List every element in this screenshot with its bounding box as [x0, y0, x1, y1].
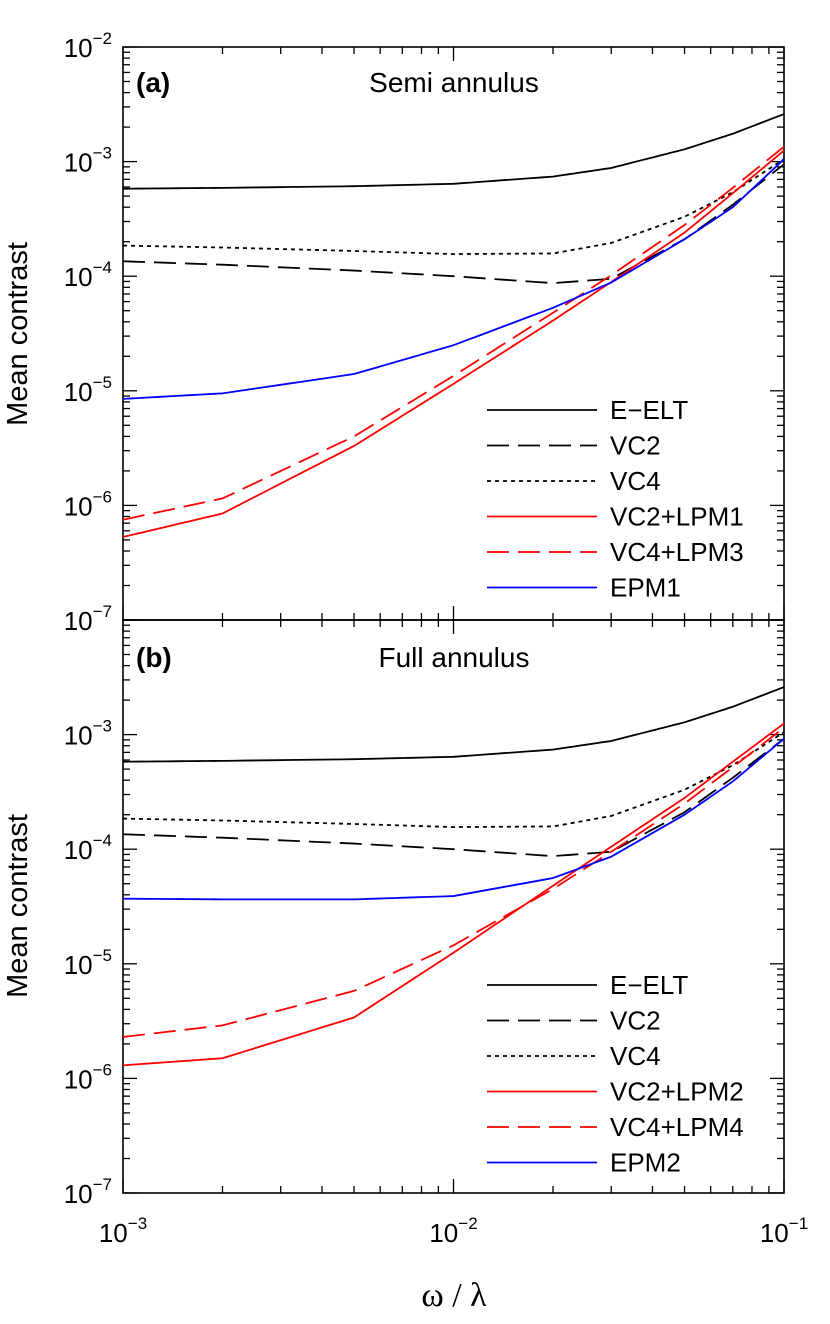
y-tick-label: 10−7: [64, 1175, 112, 1209]
y-tick-label: 10−3: [64, 144, 112, 178]
panel-a-ticks: [122, 46, 785, 621]
panel-a-plot-area: [122, 46, 785, 621]
panel-b-y-axis-label: Mean contrast: [2, 814, 34, 998]
x-tick-label: 10−3: [99, 1214, 147, 1248]
legend-label: VC4: [610, 1041, 661, 1071]
y-tick-label: 10−4: [64, 258, 112, 292]
y-tick-label: 10−4: [64, 831, 112, 865]
series-line-vc2: [122, 738, 785, 858]
legend-label: EPM1: [610, 573, 681, 603]
legend-label: VC4: [610, 466, 661, 496]
panel-b-series: [122, 686, 785, 1067]
series-line-vc4-lpm3: [122, 145, 785, 521]
panel-b-plot-area: [122, 619, 785, 1194]
y-tick-label: 10−5: [64, 373, 112, 407]
legend-label: VC2+LPM1: [610, 502, 744, 532]
panel-b-y-tick-labels: 10−7 10−6 10−5 10−4 10−3: [64, 717, 112, 1209]
panel-b-title: Full annulus: [379, 642, 530, 673]
legend-label: VC2: [610, 1006, 661, 1036]
legend-label: EPM2: [610, 1148, 681, 1178]
panel-b-ticks: [122, 619, 785, 1194]
panel-a-y-axis-label: Mean contrast: [2, 242, 34, 426]
y-tick-label: 10−3: [64, 717, 112, 751]
series-line-epm2: [122, 738, 785, 901]
y-tick-label: 10−6: [64, 1060, 112, 1094]
legend-label: VC2+LPM2: [610, 1077, 744, 1107]
series-line-epm1: [122, 158, 785, 400]
panel-a-label: (a): [136, 67, 170, 98]
series-line-e-elt: [122, 686, 785, 763]
panel-a-legend: E−ELT VC2 VC4 VC2+LPM1 VC4+LPM3 EPM1: [487, 395, 744, 603]
series-line-e-elt: [122, 113, 785, 190]
legend-label: E−ELT: [610, 395, 688, 425]
legend-label: E−ELT: [610, 970, 688, 1000]
y-tick-label: 10−7: [64, 602, 112, 636]
panel-a-y-tick-labels: 10−7 10−6 10−5 10−4 10−3 10−2: [64, 29, 112, 636]
panel-a-title: Semi annulus: [369, 67, 539, 98]
x-tick-label: 10−1: [760, 1214, 808, 1248]
panel-a: (a) Semi annulus 10−710−610−510−410−310−…: [2, 29, 785, 636]
y-tick-label: 10−5: [64, 946, 112, 980]
y-tick-label: 10−6: [64, 487, 112, 521]
legend-label: VC2: [610, 431, 661, 461]
x-tick-label: 10−2: [429, 1214, 477, 1248]
series-line-vc4: [122, 158, 785, 255]
panel-b: (b) Full annulus 10−7 10−6 10−5 10−4 10−3 Me…: [2, 619, 808, 1248]
x-axis-label: ω / λ: [421, 1277, 487, 1314]
legend-label: VC4+LPM3: [610, 537, 744, 567]
panel-a-series: [122, 113, 785, 538]
series-line-vc2: [122, 163, 785, 285]
series-line-vc2-lpm1: [122, 149, 785, 538]
legend-label: VC4+LPM4: [610, 1112, 744, 1142]
series-line-vc4-lpm4: [122, 726, 785, 1038]
y-tick-label: 10−2: [64, 29, 112, 63]
panel-b-label: (b): [136, 642, 172, 673]
x-tick-labels: 10−3 10−2 10−1: [99, 1214, 808, 1248]
series-line-vc2-lpm2: [122, 722, 785, 1067]
panel-b-legend: E−ELT VC2 VC4 VC2+LPM2 VC4+LPM4 EPM2: [487, 970, 744, 1178]
